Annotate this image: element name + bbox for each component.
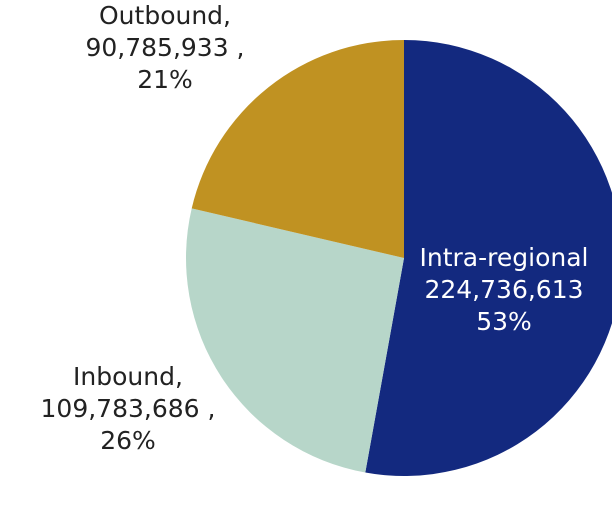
data-label-line: Inbound, — [73, 362, 183, 391]
data-label-line: 224,736,613 — [424, 275, 583, 304]
data-label-line: 26% — [100, 426, 156, 455]
pie-slice-outbound — [191, 40, 404, 258]
data-label-line: Intra-regional — [420, 243, 589, 272]
data-label-line: 90,785,933 , — [85, 33, 244, 62]
pie-slice-intra-regional — [365, 40, 612, 476]
data-label-line: Outbound, — [99, 1, 231, 30]
data-label-outbound: Outbound, 90,785,933 , 21% — [85, 1, 244, 94]
data-label-line: 109,783,686 , — [41, 394, 216, 423]
data-label-inbound: Inbound, 109,783,686 , 26% — [41, 362, 216, 455]
data-label-intra-regional: Intra-regional 224,736,613 53% — [420, 243, 589, 336]
pie-slice-inbound — [185, 208, 404, 473]
data-label-line: 53% — [476, 307, 532, 336]
pie-data-labels: Intra-regional 224,736,613 53% Inbound, 109,… — [41, 1, 589, 455]
pie-slices — [185, 40, 612, 476]
data-label-line: 21% — [137, 65, 193, 94]
